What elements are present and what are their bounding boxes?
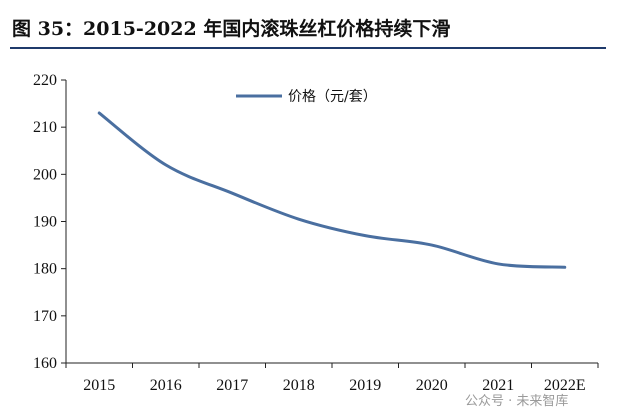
legend: 价格（元/套） <box>236 89 377 105</box>
x-tick-label: 2018 <box>283 377 315 394</box>
x-tick-label: 2020 <box>416 377 448 394</box>
y-tick-label: 220 <box>33 72 57 89</box>
x-tick-label: 2015 <box>83 377 115 394</box>
x-tick-label: 2019 <box>349 377 381 394</box>
y-tick-label: 180 <box>33 261 57 278</box>
x-tick-label: 2017 <box>216 377 248 394</box>
watermark: 公众号 · 未来智库 <box>465 394 569 409</box>
x-tick-label: 2016 <box>150 377 182 394</box>
y-tick-label: 190 <box>33 214 57 231</box>
y-tick-label: 170 <box>33 308 57 325</box>
chart-title: 图 35：2015-2022 年国内滚珠丝杠价格持续下滑 <box>12 18 451 40</box>
title-underline <box>10 47 606 49</box>
x-tick-label: 2022E <box>544 377 586 394</box>
legend-label: 价格（元/套） <box>288 89 377 105</box>
y-tick-label: 160 <box>33 355 57 372</box>
x-tick-label: 2021 <box>482 377 514 394</box>
series-line-price <box>97 111 567 269</box>
y-tick-label: 210 <box>33 119 57 136</box>
y-tick-label: 200 <box>33 166 57 183</box>
